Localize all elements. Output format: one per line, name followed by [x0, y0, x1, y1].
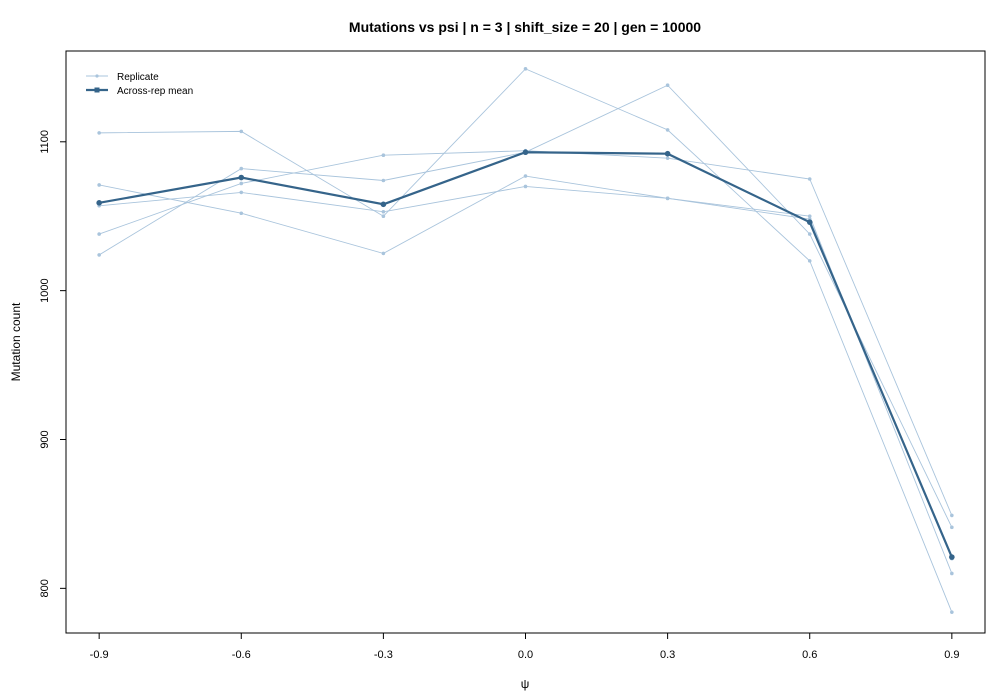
replicate-point — [950, 571, 954, 576]
replicate-point — [665, 83, 670, 88]
replicate-point — [97, 183, 101, 187]
replicate-point — [97, 131, 101, 135]
replicate-point — [381, 214, 386, 219]
replicate-line — [99, 150, 953, 516]
y-axis-label: Mutation count — [9, 302, 23, 381]
mean-point — [806, 219, 813, 225]
x-tick-label: 0.0 — [518, 649, 533, 661]
y-axis: 800 900 1000 1100 — [39, 130, 66, 598]
replicate-point — [381, 209, 386, 214]
replicate-point — [665, 196, 670, 201]
mean-point — [664, 150, 671, 157]
replicate-point — [807, 214, 812, 219]
replicate-point — [807, 259, 812, 263]
replicate-point — [950, 525, 954, 530]
x-tick-label: 0.9 — [944, 649, 959, 661]
legend: Replicate Across-rep mean — [86, 72, 193, 97]
replicate-point — [523, 67, 528, 71]
legend-mean-marker — [94, 87, 100, 93]
chart-title: Mutations vs psi | n = 3 | shift_size = … — [349, 19, 701, 35]
replicate-point — [239, 211, 244, 216]
replicate-point — [239, 129, 244, 134]
legend-mean-label: Across-rep mean — [117, 86, 193, 97]
replicate-point — [665, 128, 670, 132]
x-tick-label: 0.3 — [660, 649, 675, 661]
replicate-point — [239, 190, 244, 195]
y-tick-label: 1100 — [39, 130, 51, 154]
legend-replicate-marker — [95, 74, 99, 78]
replicate-point — [97, 232, 101, 236]
replicate-point — [950, 513, 954, 518]
replicate-point — [807, 232, 812, 236]
replicate-point — [381, 251, 386, 256]
replicate-line — [99, 175, 953, 574]
replicate-point — [807, 177, 812, 181]
x-axis: -0.9 -0.6 -0.3 0.0 0.3 0.6 0.9 — [90, 633, 959, 661]
mean-point — [522, 149, 529, 156]
mean-series-group — [96, 149, 955, 560]
replicate-point — [381, 153, 386, 157]
replicate-line — [99, 185, 953, 559]
mean-point — [949, 554, 955, 560]
x-tick-label: -0.6 — [232, 649, 251, 661]
legend-replicate-label: Replicate — [117, 72, 159, 83]
x-axis-label: ψ — [521, 677, 530, 691]
replicate-point — [239, 166, 244, 171]
y-tick-label: 800 — [39, 579, 51, 597]
replicate-point — [523, 184, 528, 189]
mean-point — [238, 174, 245, 181]
replicate-point — [523, 174, 528, 178]
mean-point — [96, 200, 102, 206]
x-tick-label: -0.9 — [90, 649, 109, 661]
replicate-point — [665, 156, 670, 160]
replicate-series-group — [97, 67, 954, 614]
mean-point — [380, 201, 387, 208]
plot-frame — [65, 50, 986, 634]
x-tick-label: 0.6 — [802, 649, 817, 661]
y-tick-label: 1000 — [39, 278, 51, 302]
x-tick-label: -0.3 — [374, 649, 393, 661]
replicate-point — [381, 178, 386, 183]
replicate-point — [239, 181, 244, 186]
y-tick-label: 900 — [39, 430, 51, 448]
replicate-point — [950, 610, 954, 614]
replicate-point — [97, 253, 101, 257]
